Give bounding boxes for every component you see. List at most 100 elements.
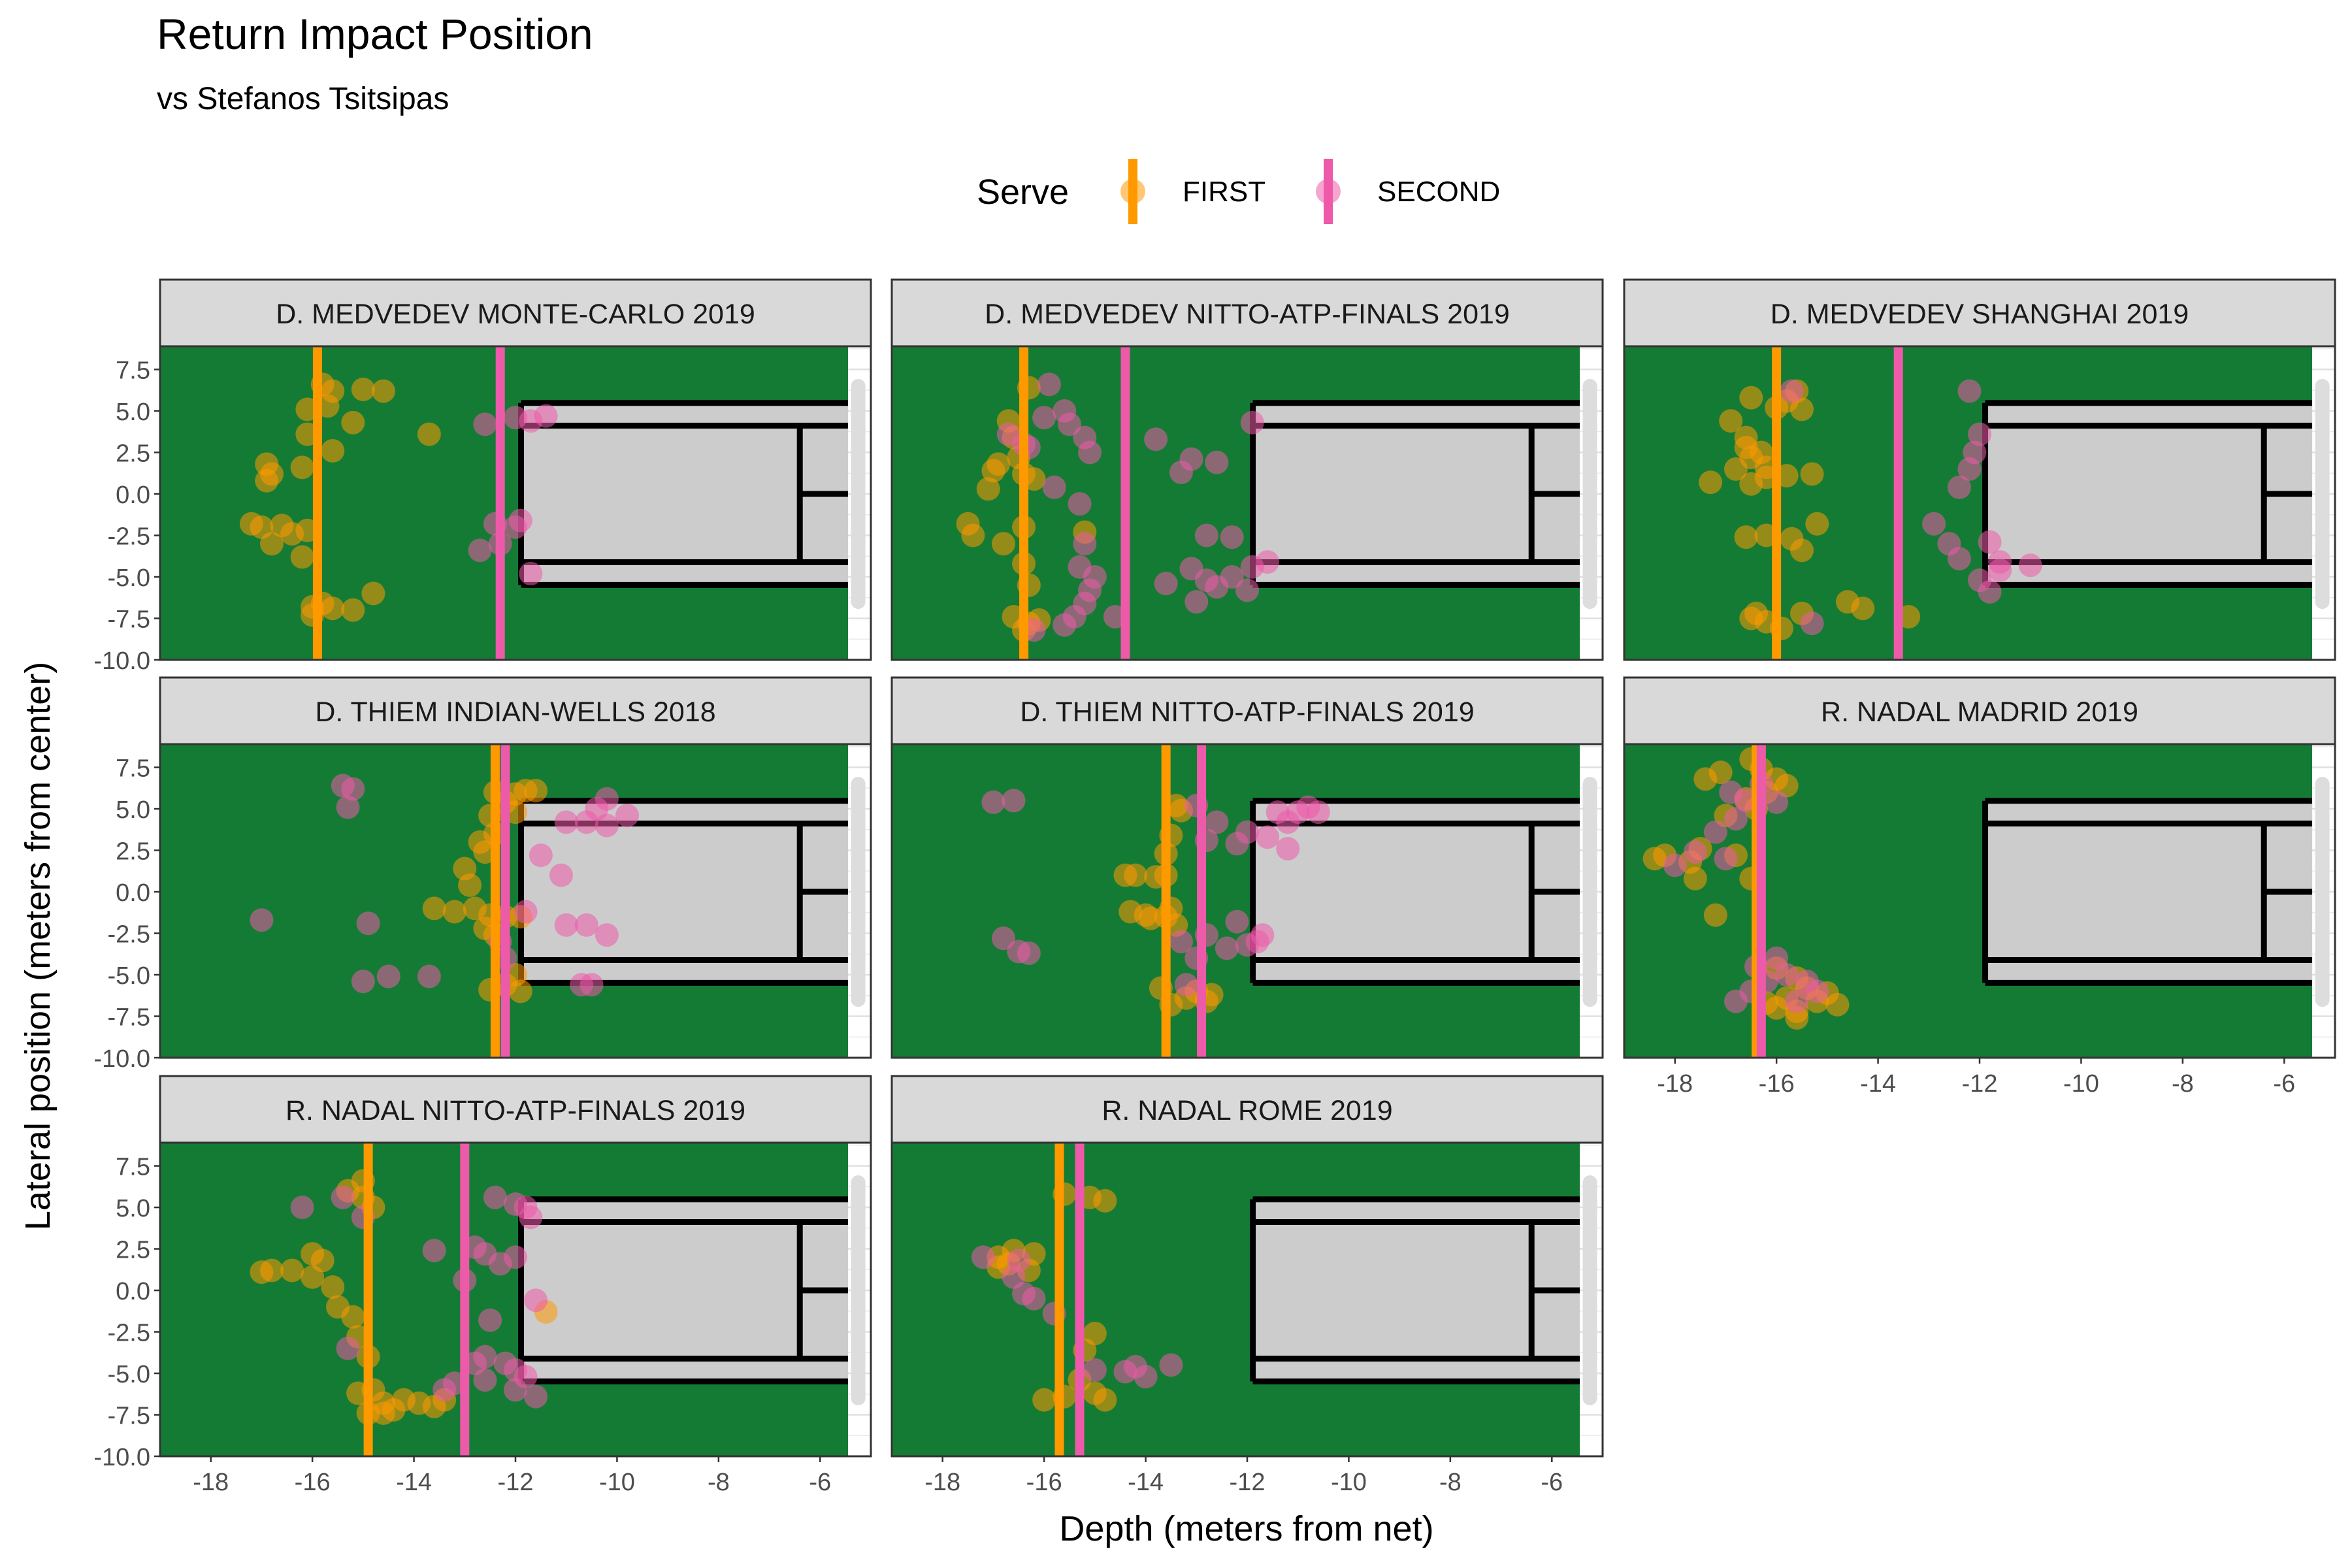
chart-subtitle: vs Stefanos Tsitsipas (157, 82, 449, 116)
y-tick-label: -7.5 (108, 1004, 150, 1032)
point-first (1790, 397, 1814, 421)
point-second (1780, 379, 1804, 403)
point-second (1002, 789, 1026, 813)
panel-title: R. NADAL NITTO-ATP-FINALS 2019 (286, 1095, 745, 1126)
point-second (1053, 613, 1077, 637)
panel-6: R. NADAL MADRID 2019 -18 -16 -14 -12 -10 -8 -6 (1623, 676, 2336, 1098)
point-first (1093, 1388, 1117, 1412)
panel-border (1623, 345, 2336, 661)
panel-2: D. MEDVEDEV NITTO-ATP-FINALS 2019 (890, 278, 1604, 661)
x-tick-label: -18 (1657, 1070, 1693, 1098)
y-tick-label: 7.5 (116, 755, 150, 783)
court-inner (1252, 1199, 1580, 1382)
legend-label-second: SECOND (1377, 176, 1500, 208)
panel-strip (159, 1075, 872, 1144)
point-first (341, 598, 365, 622)
point-first (341, 1305, 365, 1329)
panel-8: R. NADAL ROME 2019 -18 -16 -14 -12 -10 -8 -6 (890, 1075, 1604, 1496)
point-first (976, 477, 1000, 501)
point-first (259, 1258, 284, 1282)
panel-title: D. MEDVEDEV SHANGHAI 2019 (1771, 299, 2189, 330)
point-second (1053, 399, 1077, 423)
point-second (1220, 565, 1244, 589)
point-second (336, 1336, 360, 1360)
point-second (290, 1196, 314, 1220)
point-first (1800, 462, 1824, 486)
point-first (524, 779, 548, 803)
point-first (321, 1275, 345, 1299)
legend-title: Serve (977, 172, 1069, 212)
point-second (473, 412, 497, 436)
point-second (1800, 612, 1824, 636)
y-tick-label: -2.5 (108, 921, 150, 949)
point-second (1220, 525, 1244, 549)
x-tick-label: -12 (1230, 1469, 1266, 1496)
point-second (1154, 572, 1178, 596)
mean-line-first (363, 1143, 373, 1456)
x-tick-label: -12 (1962, 1070, 1998, 1098)
point-first (290, 545, 314, 569)
point-first (1851, 596, 1875, 621)
mean-line-first (1161, 744, 1171, 1058)
point-first (1139, 906, 1163, 930)
y-axis-label: Lateral position (meters from center) (18, 662, 57, 1230)
point-second (1785, 989, 1809, 1013)
point-second (1947, 547, 1971, 571)
point-second (1683, 840, 1707, 864)
panel-border (890, 743, 1604, 1059)
panel-title: D. MEDVEDEV MONTE-CARLO 2019 (276, 299, 755, 330)
point-first (341, 410, 365, 434)
point-first (1765, 996, 1789, 1020)
point-second (1144, 427, 1168, 451)
point-second (417, 964, 441, 988)
point-first (1642, 847, 1667, 871)
mean-line-second (500, 744, 510, 1058)
point-second (1276, 837, 1300, 860)
point-second (1032, 406, 1056, 430)
point-second (1022, 1286, 1046, 1311)
point-second (991, 926, 1015, 951)
point-second (1805, 979, 1829, 1004)
point-second (595, 787, 619, 811)
chart-title: Return Impact Position (157, 10, 593, 58)
point-second (514, 900, 538, 924)
point-first (290, 455, 314, 480)
point-first (458, 873, 482, 897)
point-first (321, 596, 345, 621)
point-first (1719, 409, 1743, 433)
point-second (519, 561, 543, 585)
point-second (1078, 440, 1102, 465)
point-second (1968, 422, 1991, 446)
point-first (1739, 385, 1763, 410)
x-tick-label: -6 (809, 1469, 831, 1496)
panel-title: R. NADAL ROME 2019 (1102, 1095, 1392, 1126)
point-second (483, 1185, 507, 1209)
point-second (1922, 512, 1946, 536)
point-first (1708, 760, 1733, 785)
point-second (981, 790, 1005, 814)
mean-line-first (1772, 346, 1782, 660)
panel-border (159, 345, 872, 661)
point-first (1734, 525, 1758, 549)
mean-line-first (312, 346, 322, 660)
panel-3: D. MEDVEDEV SHANGHAI 2019 (1623, 278, 2336, 661)
point-second (351, 970, 375, 994)
point-second (1042, 475, 1066, 499)
point-first (259, 532, 284, 556)
point-second (580, 973, 604, 997)
point-first (991, 532, 1015, 556)
x-tick-label: -10 (1331, 1469, 1367, 1496)
y-tick-label: 0.0 (116, 482, 150, 509)
court-inner (521, 800, 849, 983)
y-tick-label: -5.0 (108, 564, 150, 592)
x-tick-label: -16 (295, 1469, 331, 1496)
y-tick-label: 0.0 (116, 1278, 150, 1305)
point-second (1174, 973, 1198, 997)
point-second (1068, 492, 1092, 516)
point-second (336, 795, 360, 819)
point-second (1215, 936, 1239, 960)
y-tick-label: -7.5 (108, 1403, 150, 1430)
point-second (508, 508, 532, 532)
point-second (1179, 447, 1203, 471)
